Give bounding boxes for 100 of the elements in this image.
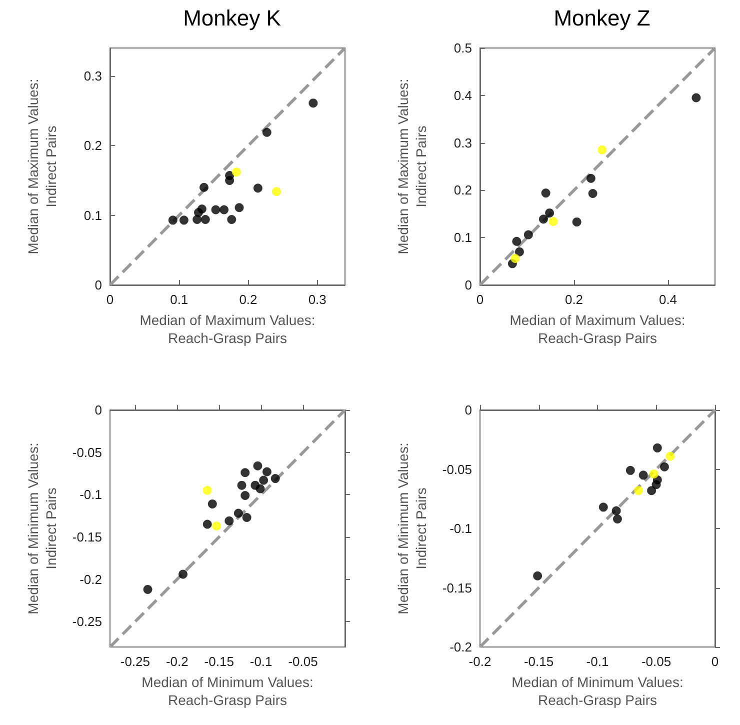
point — [240, 490, 250, 500]
y-axis-title: Median of Minimum Values: Indirect Pairs — [25, 442, 59, 614]
point — [572, 217, 582, 226]
chart-title: Monkey Z — [554, 6, 650, 30]
point — [586, 174, 596, 183]
point — [308, 98, 318, 108]
point — [178, 570, 188, 579]
y-tick-label: 0.3 — [84, 68, 102, 84]
y-tick-label: 0 — [94, 278, 102, 292]
y-tick-label: 0.1 — [84, 208, 102, 223]
point — [262, 128, 272, 137]
point — [194, 208, 203, 218]
x-tick-label: 0 — [711, 654, 719, 669]
x-tick-label: -0.05 — [641, 654, 672, 669]
point — [514, 247, 524, 256]
point — [234, 508, 243, 518]
y-tick-label: 0 — [464, 278, 472, 292]
x-axis-title: Median of Maximum Values: Reach-Grasp Pairs — [510, 312, 686, 346]
point — [256, 484, 265, 494]
point — [545, 208, 554, 218]
point — [666, 452, 675, 461]
point — [179, 216, 188, 225]
y-tick-label: 0.3 — [454, 135, 472, 150]
y-tick-label: 0.5 — [454, 40, 472, 56]
point — [202, 520, 212, 529]
x-tick-label: 0.3 — [308, 292, 326, 307]
point — [212, 521, 222, 530]
x-axis-title: Median of Maximum Values: Reach-Grasp Pairs — [140, 312, 316, 346]
point — [168, 216, 178, 225]
point — [253, 461, 262, 470]
point — [224, 516, 234, 526]
x-tick-label: 0.4 — [658, 292, 678, 307]
point — [541, 188, 550, 198]
point — [598, 145, 607, 154]
point — [652, 480, 661, 490]
point — [634, 486, 644, 496]
point — [225, 171, 234, 180]
y-tick-label: -0.1 — [80, 487, 102, 502]
point — [270, 474, 280, 484]
point — [208, 499, 217, 508]
point — [626, 466, 635, 475]
point — [259, 476, 268, 485]
x-axis-title: Median of Minimum Values: Reach-Grasp Pairs — [512, 674, 684, 708]
x-tick-label: 0.2 — [239, 292, 258, 307]
point — [649, 469, 658, 478]
point — [598, 502, 608, 512]
y-tick-label: 0.2 — [454, 182, 472, 198]
point — [200, 214, 210, 224]
y-axis-title: Median of Minimum Values: Indirect Pairs — [395, 442, 429, 614]
point — [612, 506, 621, 516]
y-axis-title: Median of Maximum Values: Indirect Pairs — [25, 78, 59, 254]
y-tick-label: -0.1 — [450, 521, 472, 536]
chart-title: Monkey K — [183, 6, 282, 30]
x-tick-label: 0.1 — [170, 292, 188, 307]
y-tick-label: 0.4 — [454, 88, 472, 103]
point — [533, 571, 542, 580]
y-tick-label: 0.2 — [84, 138, 102, 154]
point — [538, 214, 548, 224]
point — [660, 462, 669, 472]
point — [548, 216, 558, 226]
point — [647, 486, 656, 496]
y-tick-label: -0.15 — [72, 529, 102, 544]
point — [227, 214, 236, 224]
y-tick-label: -0.05 — [72, 444, 102, 460]
point — [652, 443, 662, 452]
point — [512, 236, 522, 246]
y-axis-title: Median of Maximum Values: Indirect Pairs — [395, 78, 429, 254]
point — [240, 468, 250, 478]
point — [202, 486, 212, 495]
y-tick-label: -0.25 — [72, 614, 102, 630]
point — [232, 168, 241, 177]
x-tick-label: -0.25 — [120, 654, 150, 669]
point — [211, 205, 220, 214]
x-tick-label: -0.05 — [288, 654, 318, 669]
point — [692, 93, 701, 102]
point — [612, 514, 622, 524]
point — [262, 467, 272, 476]
point — [200, 182, 208, 192]
x-tick-label: -0.1 — [586, 654, 609, 669]
x-tick-label: -0.1 — [250, 654, 272, 669]
point — [253, 184, 262, 193]
point — [272, 187, 282, 196]
point — [588, 189, 598, 198]
point — [524, 230, 533, 240]
point — [638, 470, 648, 480]
x-tick-label: -0.15 — [204, 654, 234, 669]
y-tick-label: 0.1 — [454, 230, 472, 246]
y-tick-label: 0 — [464, 402, 472, 418]
y-tick-label: -0.15 — [442, 580, 472, 596]
x-tick-label: -0.2 — [166, 654, 188, 669]
x-tick-label: 0 — [476, 292, 484, 307]
y-tick-label: -0.05 — [442, 462, 472, 477]
y-tick-label: 0 — [94, 402, 102, 418]
point — [143, 584, 152, 594]
point — [237, 480, 246, 490]
x-axis-title: Median of Minimum Values: Reach-Grasp Pairs — [142, 674, 314, 708]
point — [510, 254, 520, 263]
y-tick-label: -0.2 — [80, 572, 102, 587]
x-tick-label: 0.2 — [564, 292, 584, 307]
point — [242, 513, 252, 522]
